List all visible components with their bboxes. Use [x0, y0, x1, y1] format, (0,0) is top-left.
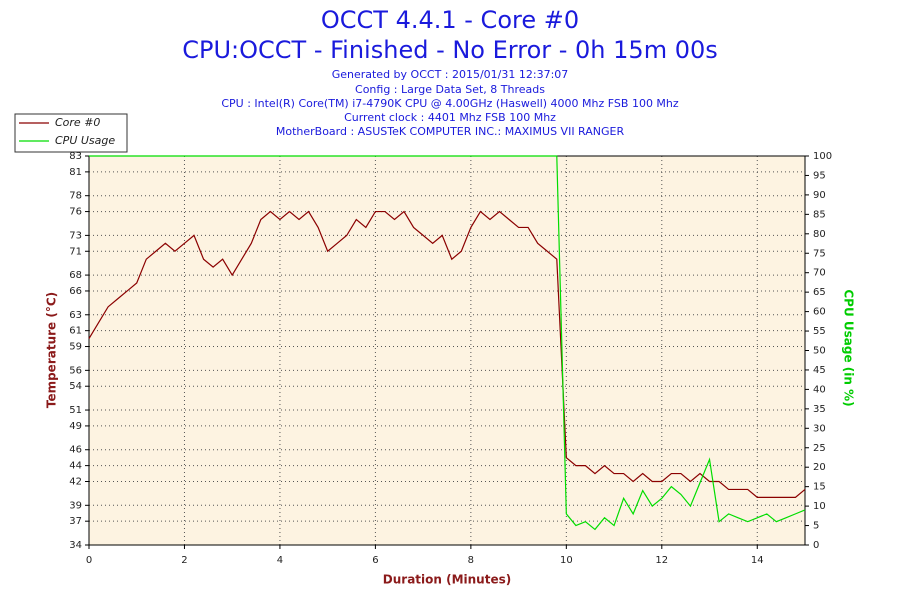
y-tick-label: 76	[69, 207, 82, 218]
y2-tick-label: 35	[813, 404, 826, 415]
y2-tick-label: 25	[813, 443, 826, 454]
y-tick-label: 46	[69, 445, 82, 456]
y-tick-label: 68	[69, 270, 82, 281]
legend-label: CPU Usage	[55, 134, 115, 147]
y-tick-label: 81	[69, 167, 82, 178]
x-axis-label: Duration (Minutes)	[383, 573, 511, 587]
y2-tick-label: 15	[813, 482, 826, 493]
x-tick-label: 10	[560, 555, 573, 566]
y-tick-label: 42	[69, 476, 82, 487]
y2-tick-label: 40	[813, 384, 826, 395]
info-line: Generated by OCCT : 2015/01/31 12:37:07	[332, 68, 569, 81]
data-line	[88, 210, 806, 498]
y2-tick-label: 10	[813, 501, 826, 512]
y2-tick-label: 95	[813, 170, 826, 181]
y-tick-label: 51	[69, 405, 82, 416]
y-tick-label: 34	[69, 540, 82, 551]
x-tick-label: 4	[277, 555, 283, 566]
y2-tick-label: 60	[813, 307, 826, 318]
y2-tick-label: 75	[813, 248, 826, 259]
x-tick-label: 2	[181, 555, 187, 566]
chart-subtitle: CPU:OCCT - Finished - No Error - 0h 15m …	[182, 36, 718, 64]
y-axis-label: Temperature (°C)	[45, 292, 59, 408]
y2-tick-label: 45	[813, 365, 826, 376]
x-tick-label: 14	[751, 555, 764, 566]
y-tick-label: 59	[69, 342, 82, 353]
y2-tick-label: 65	[813, 287, 826, 298]
legend	[14, 113, 128, 153]
y2-tick-label: 70	[813, 268, 826, 279]
y2-tick-label: 100	[813, 151, 832, 162]
y2-tick-label: 90	[813, 190, 826, 201]
y-tick-label: 39	[69, 500, 82, 511]
info-line: MotherBoard : ASUSTeK COMPUTER INC.: MAX…	[276, 125, 625, 138]
y2-tick-label: 30	[813, 423, 826, 434]
chart-title: OCCT 4.4.1 - Core #0	[321, 6, 579, 34]
y-tick-label: 61	[69, 326, 82, 337]
plot-area	[89, 156, 805, 545]
y-tick-label: 78	[69, 191, 82, 202]
y2-tick-label: 50	[813, 346, 826, 357]
y2-tick-label: 5	[813, 521, 819, 532]
y-tick-label: 63	[69, 310, 82, 321]
y-tick-label: 66	[69, 286, 82, 297]
y-tick-label: 49	[69, 421, 82, 432]
x-tick-label: 8	[468, 555, 474, 566]
y2-tick-label: 0	[813, 540, 819, 551]
y-tick-label: 83	[69, 151, 82, 162]
y-tick-label: 71	[69, 246, 82, 257]
y-tick-label: 54	[69, 381, 82, 392]
legend-label: Core #0	[55, 116, 100, 129]
info-line: Config : Large Data Set, 8 Threads	[355, 83, 545, 96]
x-tick-label: 0	[86, 555, 92, 566]
data-line	[89, 155, 806, 531]
info-line: CPU : Intel(R) Core(TM) i7-4790K CPU @ 4…	[221, 97, 679, 110]
y-tick-label: 73	[69, 230, 82, 241]
x-tick-label: 6	[372, 555, 378, 566]
y-tick-label: 37	[69, 516, 82, 527]
y-tick-label: 44	[69, 461, 82, 472]
y2-tick-label: 55	[813, 326, 826, 337]
info-line: Current clock : 4401 Mhz FSB 100 Mhz	[344, 111, 556, 124]
y2-tick-label: 80	[813, 229, 826, 240]
y2-axis-label: CPU Usage (in %)	[842, 289, 856, 406]
y2-tick-label: 20	[813, 462, 826, 473]
x-tick-label: 12	[655, 555, 668, 566]
y-tick-label: 56	[69, 365, 82, 376]
y2-tick-label: 85	[813, 209, 826, 220]
